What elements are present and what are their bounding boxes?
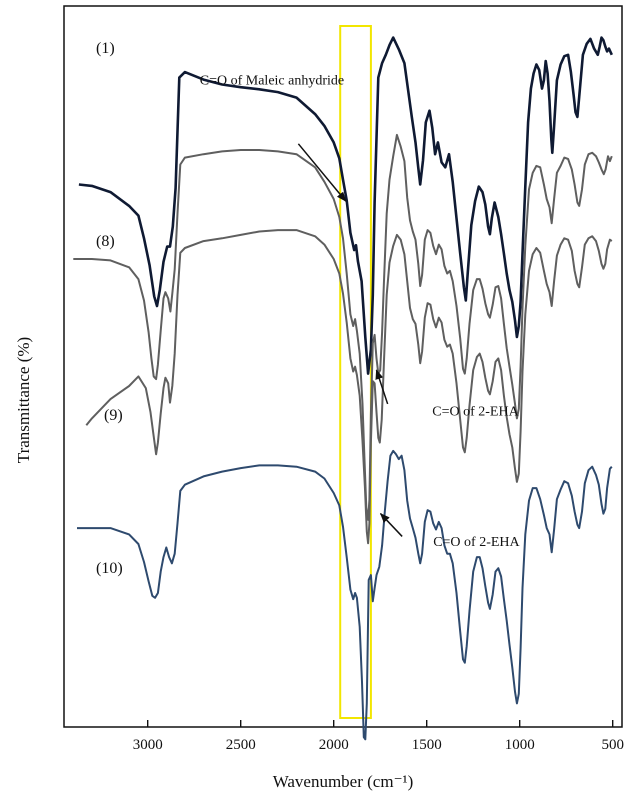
- annotation-layer: C=O of Maleic anhydride C=O of 2-EHA C=O o…: [200, 73, 521, 550]
- spectrum-line-10: [77, 449, 613, 741]
- series-label-10: (10): [96, 560, 123, 577]
- series-label-9: (9): [104, 407, 123, 424]
- annotation-label: C=O of 2-EHA: [432, 405, 519, 420]
- x-tick-label: 500: [601, 737, 624, 753]
- highlight-box: [339, 25, 372, 719]
- plot-frame: [63, 5, 623, 728]
- series-layer: [73, 36, 613, 741]
- series-label-8: (8): [96, 233, 115, 250]
- series-label-1: (1): [96, 40, 115, 57]
- x-tick-label: 2000: [319, 737, 349, 753]
- spectrum-line-1: [78, 36, 613, 375]
- x-tick-label: 2500: [226, 737, 256, 753]
- x-tick-label: 1000: [505, 737, 535, 753]
- annotation-arrow: [297, 143, 347, 202]
- spectrum-line-8: [73, 133, 613, 521]
- annotation-arrow: [379, 512, 403, 537]
- x-tick-label: 1500: [412, 737, 442, 753]
- spectrum-line-9: [85, 229, 613, 545]
- x-axis-ticks: 3000 2500 2000 1500 1000 500: [133, 720, 624, 753]
- annotation-arrow: [375, 369, 389, 405]
- x-tick-label: 3000: [133, 737, 163, 753]
- y-axis-label: Transmittance (%): [14, 337, 33, 463]
- x-axis-label: Wavenumber (cm⁻¹): [273, 772, 414, 791]
- annotation-label: C=O of 2-EHA: [433, 535, 520, 550]
- annotation-label: C=O of Maleic anhydride: [200, 73, 344, 88]
